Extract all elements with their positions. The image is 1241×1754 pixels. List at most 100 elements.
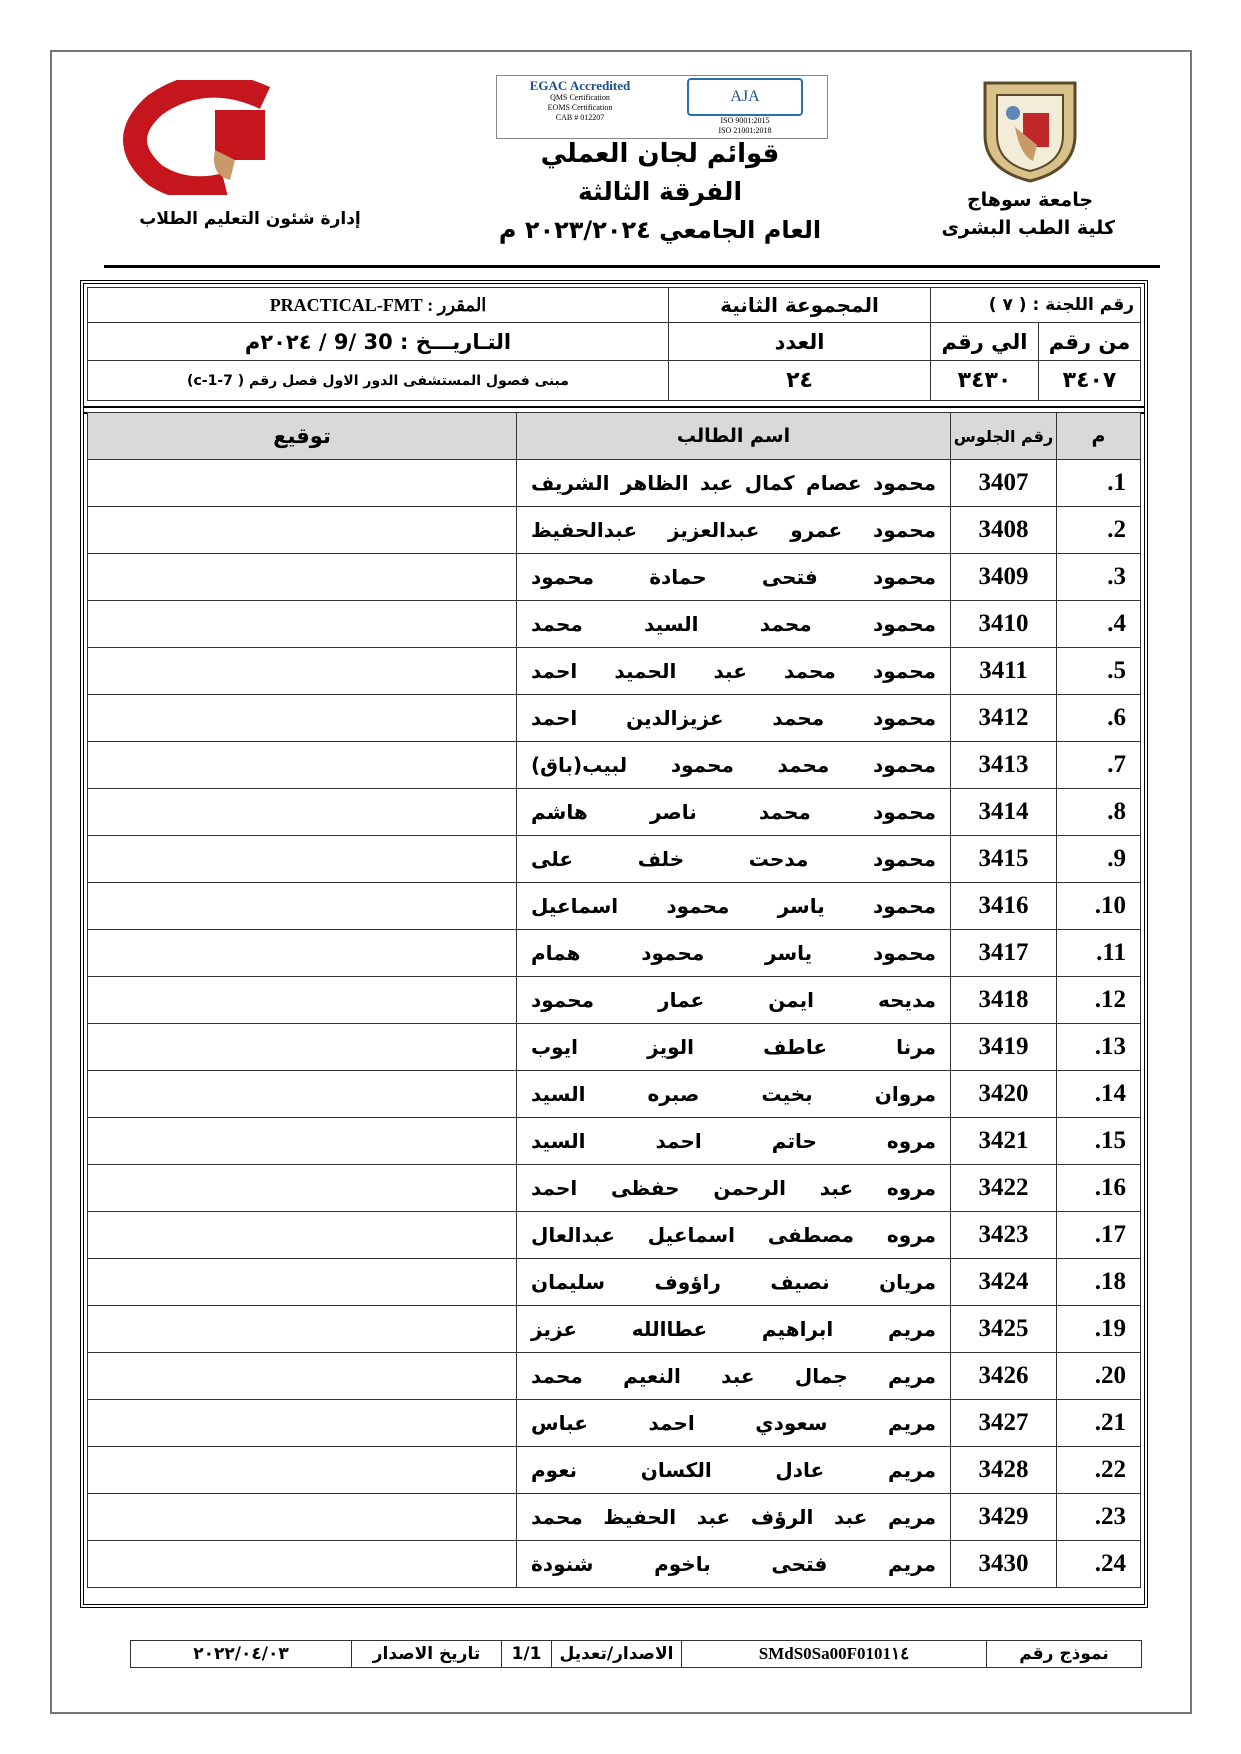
seat-number: 3412	[950, 694, 1057, 742]
egac-line: CAB # 012207	[555, 113, 605, 122]
signature-cell[interactable]	[87, 600, 517, 648]
issue-date-value: ٢٠٢٢/٠٤/٠٣	[130, 1640, 352, 1668]
seat-number: 3420	[950, 1070, 1057, 1118]
seat-number: 3415	[950, 835, 1057, 883]
student-name: مريم فتحى باخوم شنودة	[516, 1540, 951, 1588]
signature-cell[interactable]	[87, 1023, 517, 1071]
seat-number: 3418	[950, 976, 1057, 1024]
row-index: 24.	[1056, 1540, 1141, 1588]
signature-cell[interactable]	[87, 647, 517, 695]
row-index: 19.	[1056, 1305, 1141, 1353]
students-table: م رقم الجلوس اسم الطالب توقيع 1. 3407 محمو…	[87, 412, 1141, 1588]
table-row: 4. 3410 محمود محمد السيد محمد	[87, 600, 1141, 648]
table-row: 3. 3409 محمود فتحى حمادة محمود	[87, 553, 1141, 601]
page-border	[50, 50, 1192, 1714]
seat-number: 3426	[950, 1352, 1057, 1400]
student-name: محمود محمد عبد الحميد احمد	[516, 647, 951, 695]
row-index: 20.	[1056, 1352, 1141, 1400]
table-row: 23. 3429 مريم عبد الرؤف عبد الحفيظ محمد	[87, 1493, 1141, 1541]
row-index: 6.	[1056, 694, 1141, 742]
signature-cell[interactable]	[87, 1258, 517, 1306]
student-name: مروه حاتم احمد السيد	[516, 1117, 951, 1165]
seat-number: 3409	[950, 553, 1057, 601]
student-name: محمود عمرو عبدالعزيز عبدالحفيظ	[516, 506, 951, 554]
signature-cell[interactable]	[87, 1117, 517, 1165]
table-row: 21. 3427 مريم سعودي احمد عباس	[87, 1399, 1141, 1447]
group-name: المجموعة الثانية	[668, 287, 931, 323]
student-name: مديحه ايمن عمار محمود	[516, 976, 951, 1024]
row-index: 8.	[1056, 788, 1141, 836]
table-row: 13. 3419 مرنا عاطف الويز ايوب	[87, 1023, 1141, 1071]
count-value: ٢٤	[668, 360, 931, 401]
seat-number: 3428	[950, 1446, 1057, 1494]
table-row: 24. 3430 مريم فتحى باخوم شنودة	[87, 1540, 1141, 1588]
column-header-seat-number: رقم الجلوس	[950, 412, 1057, 460]
signature-cell[interactable]	[87, 741, 517, 789]
header-divider	[104, 265, 1160, 268]
row-index: 22.	[1056, 1446, 1141, 1494]
table-row: 8. 3414 محمود محمد ناصر هاشم	[87, 788, 1141, 836]
seat-number: 3424	[950, 1258, 1057, 1306]
signature-cell[interactable]	[87, 835, 517, 883]
sohag-university-seal-logo	[975, 75, 1085, 185]
table-row: 16. 3422 مروه عبد الرحمن حفظى احمد	[87, 1164, 1141, 1212]
student-name: محمود عصام كمال عبد الظاهر الشريف	[516, 459, 951, 507]
aja-logo: AJA	[687, 78, 803, 116]
signature-cell[interactable]	[87, 553, 517, 601]
signature-cell[interactable]	[87, 1164, 517, 1212]
version-label: الاصدار/تعديل	[551, 1640, 682, 1668]
student-name: مرنا عاطف الويز ايوب	[516, 1023, 951, 1071]
row-index: 10.	[1056, 882, 1141, 930]
signature-cell[interactable]	[87, 1070, 517, 1118]
row-index: 2.	[1056, 506, 1141, 554]
signature-cell[interactable]	[87, 1493, 517, 1541]
row-index: 11.	[1056, 929, 1141, 977]
table-row: 5. 3411 محمود محمد عبد الحميد احمد	[87, 647, 1141, 695]
committee-info-table: رقم اللجنة : ( ٧ ) المجموعة الثانية المق…	[87, 287, 1141, 401]
row-index: 3.	[1056, 553, 1141, 601]
signature-cell[interactable]	[87, 1352, 517, 1400]
seat-number: 3413	[950, 741, 1057, 789]
table-row: 19. 3425 مريم ابراهيم عطاالله عزيز	[87, 1305, 1141, 1353]
signature-cell[interactable]	[87, 459, 517, 507]
signature-cell[interactable]	[87, 1399, 517, 1447]
row-index: 9.	[1056, 835, 1141, 883]
signature-cell[interactable]	[87, 882, 517, 930]
table-row: 14. 3420 مروان بخيت صبره السيد	[87, 1070, 1141, 1118]
row-index: 13.	[1056, 1023, 1141, 1071]
signature-cell[interactable]	[87, 788, 517, 836]
academic-year: العام الجامعي ٢٠٢٣/٢٠٢٤ م	[498, 216, 822, 244]
from-number-label: من رقم	[1038, 322, 1141, 361]
count-label: العدد	[668, 322, 931, 361]
document-title: قوائم لجان العملي	[540, 139, 780, 169]
signature-cell[interactable]	[87, 1540, 517, 1588]
row-index: 7.	[1056, 741, 1141, 789]
seat-number: 3417	[950, 929, 1057, 977]
committee-sheet: رقم اللجنة : ( ٧ ) المجموعة الثانية المق…	[80, 280, 1148, 1608]
seat-number: 3408	[950, 506, 1057, 554]
table-row: 22. 3428 مريم عادل الكسان نعوم	[87, 1446, 1141, 1494]
department-name: إدارة شئون التعليم الطلاب	[139, 209, 361, 229]
seat-number: 3425	[950, 1305, 1057, 1353]
seat-number: 3422	[950, 1164, 1057, 1212]
signature-cell[interactable]	[87, 929, 517, 977]
signature-cell[interactable]	[87, 694, 517, 742]
document-subtitle: الفرقة الثالثة	[577, 177, 743, 206]
seat-number: 3419	[950, 1023, 1057, 1071]
student-name: مريم عادل الكسان نعوم	[516, 1446, 951, 1494]
row-index: 18.	[1056, 1258, 1141, 1306]
form-number-value: SMdS0Sa00F0101١٤	[681, 1640, 987, 1668]
signature-cell[interactable]	[87, 1305, 517, 1353]
signature-cell[interactable]	[87, 1446, 517, 1494]
table-header-row: م رقم الجلوس اسم الطالب توقيع	[87, 412, 1141, 460]
table-row: 20. 3426 مريم جمال عبد النعيم محمد	[87, 1352, 1141, 1400]
table-row: 11. 3417 محمود ياسر محمود همام	[87, 929, 1141, 977]
signature-cell[interactable]	[87, 976, 517, 1024]
row-index: 1.	[1056, 459, 1141, 507]
issue-date-label: تاريخ الاصدار	[351, 1640, 502, 1668]
student-name: مريم سعودي احمد عباس	[516, 1399, 951, 1447]
student-name: مريم ابراهيم عطاالله عزيز	[516, 1305, 951, 1353]
signature-cell[interactable]	[87, 1211, 517, 1259]
column-header-signature: توقيع	[87, 412, 517, 460]
signature-cell[interactable]	[87, 506, 517, 554]
